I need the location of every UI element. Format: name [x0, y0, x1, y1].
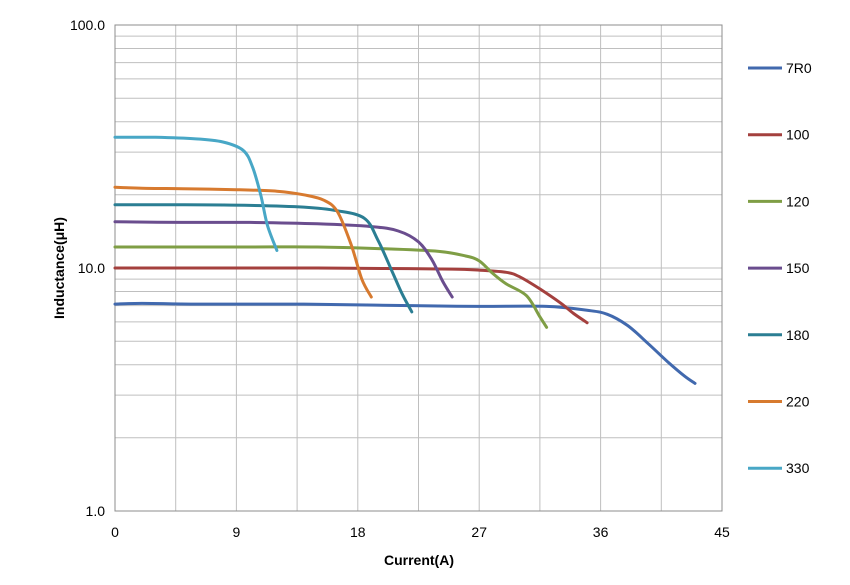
y-tick-label: 1.0 — [86, 503, 106, 519]
x-tick-label: 27 — [471, 524, 487, 540]
legend-label-330: 330 — [786, 460, 810, 476]
x-tick-label: 9 — [233, 524, 241, 540]
series-line-100 — [113, 266, 589, 325]
series-line-220 — [113, 185, 373, 299]
series-line-150 — [113, 220, 454, 299]
legend-label-180: 180 — [786, 327, 810, 343]
x-tick-label: 18 — [350, 524, 366, 540]
legend-label-220: 220 — [786, 394, 810, 410]
series-line-180 — [113, 203, 414, 314]
y-tick-label: 10.0 — [78, 260, 105, 276]
x-tick-label: 36 — [593, 524, 609, 540]
series-line-7R0 — [113, 301, 697, 385]
legend-label-100: 100 — [786, 127, 810, 143]
y-tick-label: 100.0 — [70, 17, 105, 33]
x-axis-title: Current(A) — [384, 552, 454, 568]
series-line-120 — [113, 245, 549, 329]
legend-label-7R0: 7R0 — [786, 60, 812, 76]
x-tick-label: 45 — [714, 524, 730, 540]
legend-label-150: 150 — [786, 260, 810, 276]
x-tick-label: 0 — [111, 524, 119, 540]
y-axis-title: Inductance(μH) — [51, 217, 67, 319]
legend-label-120: 120 — [786, 193, 810, 209]
series-line-330 — [113, 135, 279, 252]
